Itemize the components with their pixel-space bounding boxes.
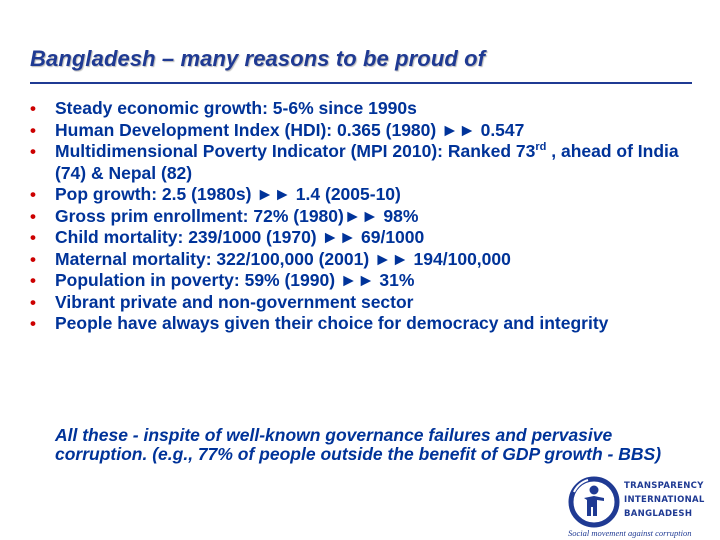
slide-title: Bangladesh – many reasons to be proud of: [30, 46, 486, 71]
bullet-text: Human Development Index (HDI): 0.365 (19…: [55, 119, 525, 140]
bullet-text: Gross prim enrollment: 72% (1980)►► 98%: [55, 205, 419, 226]
bullet-dot: •: [30, 185, 36, 204]
bullet-text: People have always given their choice fo…: [55, 313, 609, 333]
bullet-item: • Human Development Index (HDI): 0.365 (1…: [30, 120, 690, 142]
bullet-item: • Child mortality: 239/1000 (1970) ►► 69/…: [30, 227, 690, 249]
bullet-list: • Steady economic growth: 5-6% since 1990…: [30, 98, 690, 335]
footnote: All these - inspite of well-known govern…: [55, 425, 662, 464]
ti-bangladesh-logo: TRANSPARENCY INTERNATIONAL BANGLADESH So…: [566, 476, 716, 540]
bullet-dot: •: [30, 228, 36, 247]
bullet-item: • Population in poverty: 59% (1990) ►► 31…: [30, 270, 690, 292]
bullet-text: Population in poverty: 59% (1990) ►► 31%: [55, 270, 415, 290]
bullet-item: • Pop growth: 2.5 (1980s) ►► 1.4 (2005-10…: [30, 184, 690, 206]
bullet-dot: •: [30, 142, 36, 161]
bullet-text: Maternal mortality: 322/100,000 (2001) ►…: [55, 248, 511, 269]
bullet-dot: •: [30, 314, 36, 333]
bullet-item: • Maternal mortality: 322/100,000 (2001) …: [30, 249, 690, 271]
bullet-dot: •: [30, 292, 36, 312]
bullet-dot: •: [30, 249, 36, 269]
bullet-dot: •: [30, 206, 36, 226]
bullet-item: • Gross prim enrollment: 72% (1980)►► 98%: [30, 206, 690, 228]
ordinal-suffix: rd: [535, 141, 547, 154]
bullet-text: Pop growth: 2.5 (1980s) ►► 1.4 (2005-10): [55, 184, 401, 204]
bullet-dot: •: [30, 120, 36, 140]
bullet-item: • People have always given their choice f…: [30, 313, 690, 335]
logo-line-2: INTERNATIONAL: [624, 495, 705, 505]
logo-tagline: Social movement against corruption: [568, 528, 692, 538]
bullet-text: Multidimensional Poverty Indicator (MPI …: [55, 141, 536, 161]
bullet-item: • Steady economic growth: 5-6% since 1990…: [30, 98, 690, 120]
bullet-text: Steady economic growth: 5-6% since 1990s: [55, 98, 417, 118]
ti-globe-figure-icon: [568, 476, 620, 528]
bullet-item: • Multidimensional Poverty Indicator (MPI…: [30, 141, 690, 184]
bullet-dot: •: [30, 99, 36, 118]
bullet-text: Child mortality: 239/1000 (1970) ►► 69/1…: [55, 227, 425, 247]
bullet-dot: •: [30, 271, 36, 290]
logo-line-1: TRANSPARENCY: [624, 481, 704, 491]
bullet-text: Vibrant private and non-government secto…: [55, 291, 414, 312]
title-divider: [30, 82, 692, 84]
logo-line-3: BANGLADESH: [624, 509, 693, 519]
bullet-text-continued: , ahead of India (74) & Nepal (82): [55, 141, 679, 183]
bullet-item: • Vibrant private and non-government sect…: [30, 292, 690, 314]
